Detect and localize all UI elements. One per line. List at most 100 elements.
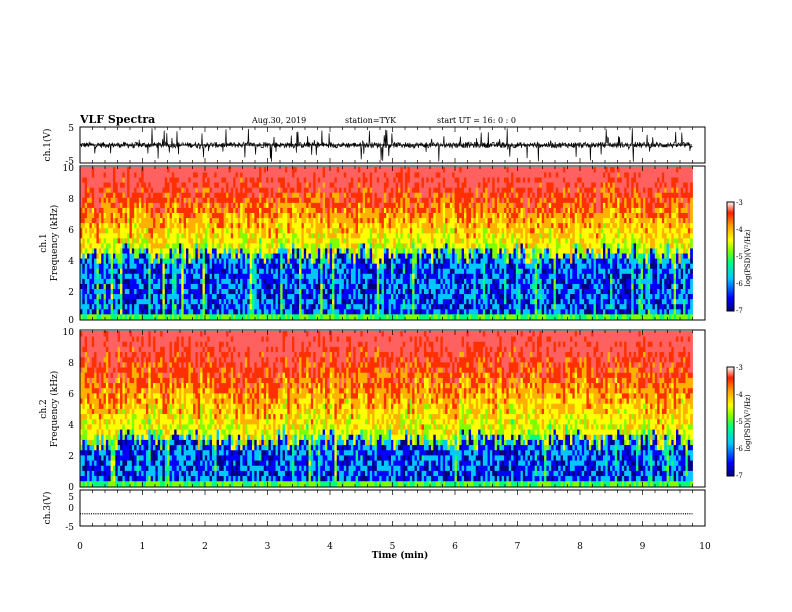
spectrogram-cell (383, 227, 387, 234)
spectrogram-cell (452, 288, 455, 295)
spectrogram-cell (317, 288, 321, 295)
spectrogram-cell (459, 232, 463, 239)
spectrogram-cell (336, 232, 340, 239)
spectrogram-cell (195, 243, 199, 249)
spectrogram-cell (372, 222, 375, 229)
spectrogram-cell (379, 283, 382, 289)
spectrogram-cell (407, 197, 411, 203)
spectrogram-cell (226, 207, 229, 213)
spectrogram-cell (91, 212, 95, 219)
spectrogram-cell (277, 253, 281, 259)
spectrogram-cell (452, 212, 455, 219)
ch1-ytick-top: 5 (68, 124, 74, 134)
spectrogram-cell (299, 182, 302, 188)
spectrogram-cell (197, 187, 201, 193)
spectrogram-cell (230, 268, 234, 274)
spectrogram-cell (423, 293, 427, 300)
spectrogram-cell (242, 273, 246, 279)
spectrogram-cell (325, 303, 328, 310)
spectrogram-cell (287, 197, 291, 203)
spectrogram-cell (108, 293, 112, 300)
spectrogram-cell (343, 207, 347, 213)
spectrogram-cell (186, 207, 189, 213)
spectrogram-cell (216, 177, 220, 183)
spectrogram-cell (127, 192, 130, 198)
spectrogram-cell (317, 177, 321, 183)
spectrogram-cell (360, 273, 364, 279)
spectrogram-cell (221, 167, 225, 173)
spectrogram-cell (87, 177, 90, 183)
spectrogram-cell (218, 232, 222, 239)
spectrogram-cell (181, 192, 185, 198)
spectrogram-cell (433, 202, 437, 208)
spectrogram-cell (134, 197, 137, 203)
spectrogram-cell (181, 308, 185, 315)
spectrogram-cell (336, 172, 340, 178)
spectrogram-cell (131, 273, 135, 279)
spectrogram-cell (110, 273, 114, 279)
spectrogram-cell (421, 313, 425, 320)
spectrogram-cell (157, 278, 161, 284)
spectrogram-cell (395, 293, 399, 300)
spectrogram-cell (423, 167, 427, 173)
spectrogram-cell (320, 313, 324, 320)
spectrogram-cell (369, 308, 373, 315)
spectrogram-cell (134, 303, 137, 310)
spectrogram-cell (350, 227, 354, 234)
spectrogram-cell (325, 197, 328, 203)
spectrogram-cell (103, 222, 107, 229)
spectrogram-cell (386, 202, 390, 208)
spectrogram-cell (296, 283, 300, 289)
spectrogram-cell (381, 268, 385, 274)
spectrogram-cell (153, 182, 156, 188)
spectrogram-cell (284, 268, 288, 274)
spectrogram-cell (379, 192, 382, 198)
spectrogram-cell (131, 192, 135, 198)
spectrogram-cell (459, 308, 463, 315)
spectrogram-cell (390, 237, 394, 244)
spectrogram-cell (461, 278, 465, 284)
spectrogram-cell (357, 288, 361, 295)
spectrogram-cell (407, 182, 411, 188)
spectrogram-cell (362, 243, 366, 249)
spectrogram-cell (266, 202, 269, 208)
spectrogram-cell (214, 248, 218, 254)
spectrogram-cell (138, 202, 142, 208)
spectrogram-cell (141, 182, 145, 188)
spectrogram-cell (390, 212, 394, 219)
spectrogram-cell (320, 278, 324, 284)
spectrogram-cell (423, 313, 427, 320)
spectrogram-cell (174, 288, 177, 295)
spectrogram-cell (346, 232, 349, 239)
spectrogram-cell (301, 288, 305, 295)
spectrogram-cell (346, 192, 349, 198)
spectrogram-cell (379, 172, 382, 178)
spectrogram-cell (409, 303, 413, 310)
spectrogram-cell (270, 288, 274, 295)
spectrogram-cell (310, 182, 314, 188)
spectrogram-cell (174, 293, 177, 300)
spectrogram-cell (423, 278, 427, 284)
spectrogram-cell (254, 167, 258, 173)
spectrogram-cell (200, 253, 203, 259)
spectrogram-cell (148, 298, 152, 305)
spectrogram-cell (423, 243, 427, 249)
spectrogram-cell (103, 177, 107, 183)
spectrogram-cell (115, 243, 119, 249)
spectrogram-cell (412, 237, 415, 244)
spectrogram-cell (221, 197, 225, 203)
spectrogram-cell (84, 268, 88, 274)
spectrogram-cell (442, 263, 446, 269)
spectrogram-cell (287, 243, 291, 249)
spectrogram-cell (350, 298, 354, 305)
spectrogram-cell (320, 273, 324, 279)
spectrogram-cell (249, 308, 253, 315)
spectrogram-cell (247, 258, 251, 264)
spectrogram-cell (280, 278, 283, 284)
spectrogram-cell (299, 172, 302, 178)
spectrogram-cell (407, 202, 411, 208)
spectrogram-cell (332, 227, 335, 234)
spectrogram-cell (294, 167, 298, 173)
spectrogram-cell (242, 207, 246, 213)
spectrogram-cell (395, 222, 399, 229)
